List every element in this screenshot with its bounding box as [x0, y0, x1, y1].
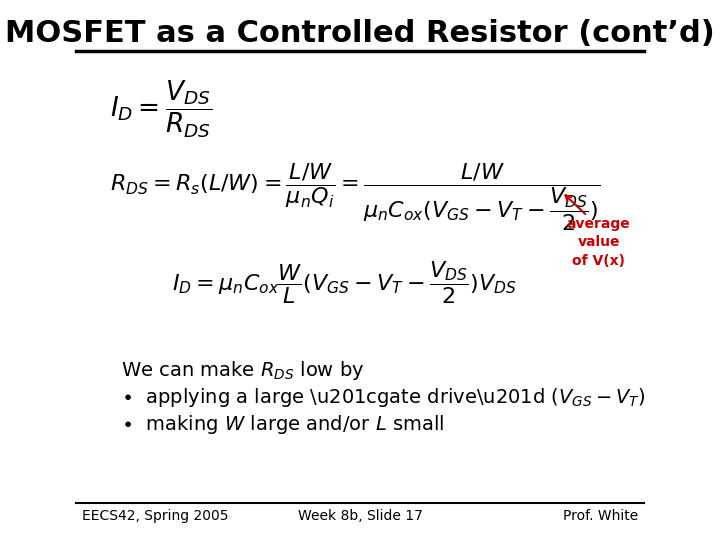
Text: $I_D = \mu_n C_{ox} \dfrac{W}{L}(V_{GS} - V_T - \dfrac{V_{DS}}{2})V_{DS}$: $I_D = \mu_n C_{ox} \dfrac{W}{L}(V_{GS} …	[173, 259, 518, 306]
Text: $I_D = \dfrac{V_{DS}}{R_{DS}}$: $I_D = \dfrac{V_{DS}}{R_{DS}}$	[110, 78, 212, 139]
Text: EECS42, Spring 2005: EECS42, Spring 2005	[81, 509, 228, 523]
Text: $\bullet$  making $W$ large and/or $L$ small: $\bullet$ making $W$ large and/or $L$ sm…	[122, 413, 444, 436]
Text: Week 8b, Slide 17: Week 8b, Slide 17	[297, 509, 423, 523]
Text: We can make $R_{DS}$ low by: We can make $R_{DS}$ low by	[122, 359, 365, 382]
Text: Prof. White: Prof. White	[563, 509, 639, 523]
Text: $\bullet$  applying a large \u201cgate drive\u201d ($V_{GS} - V_T$): $\bullet$ applying a large \u201cgate dr…	[122, 386, 646, 409]
Text: MOSFET as a Controlled Resistor (cont’d): MOSFET as a Controlled Resistor (cont’d)	[5, 19, 715, 48]
Text: average
value
of V(x): average value of V(x)	[567, 217, 631, 268]
Text: $R_{DS} = R_s(L/W) = \dfrac{L/W}{\mu_n Q_i} = \dfrac{L/W}{\mu_n C_{ox}(V_{GS} - : $R_{DS} = R_s(L/W) = \dfrac{L/W}{\mu_n Q…	[110, 162, 600, 233]
